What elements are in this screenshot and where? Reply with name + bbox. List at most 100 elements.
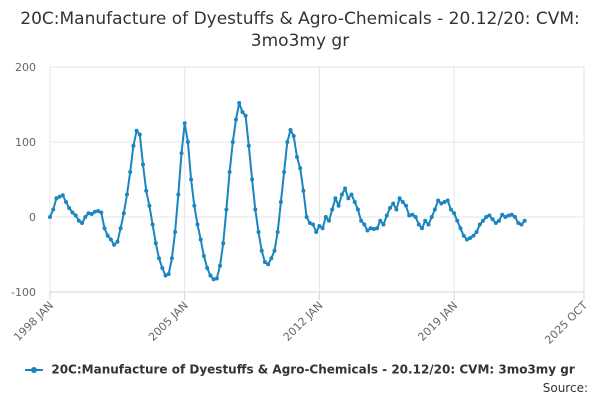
data-point[interactable] [92,209,97,214]
data-point[interactable] [420,226,424,231]
data-point[interactable] [285,140,290,144]
data-point[interactable] [169,256,174,261]
data-point[interactable] [426,222,431,227]
data-point[interactable] [436,198,441,203]
source-label[interactable]: Source: [542,381,588,395]
data-point[interactable] [99,210,104,215]
data-point[interactable] [182,121,187,126]
data-point[interactable] [141,162,145,167]
data-point[interactable] [439,201,444,206]
data-point[interactable] [333,196,338,201]
data-point[interactable] [163,273,168,278]
data-point[interactable] [522,218,527,223]
data-point[interactable] [227,170,232,174]
data-point[interactable] [474,230,479,234]
data-point[interactable] [423,218,428,223]
data-point[interactable] [266,262,271,267]
data-point[interactable] [513,215,517,219]
data-point[interactable] [375,226,380,231]
data-point[interactable] [471,233,476,238]
data-point[interactable] [464,237,469,242]
data-point[interactable] [54,196,59,201]
data-point[interactable] [432,207,437,212]
data-point[interactable] [121,211,126,216]
data-point[interactable] [388,206,392,210]
data-point[interactable] [384,213,389,218]
data-point[interactable] [214,276,219,281]
data-point[interactable] [343,186,348,191]
data-point[interactable] [320,226,325,231]
data-point[interactable] [240,110,245,114]
data-point[interactable] [51,207,56,212]
data-point[interactable] [468,236,473,240]
data-point[interactable] [150,222,155,227]
data-point[interactable] [381,222,386,227]
data-point[interactable] [355,207,360,212]
data-point[interactable] [86,211,91,216]
data-point[interactable] [484,215,489,219]
data-point[interactable] [256,230,261,234]
data-point[interactable] [519,222,524,227]
data-point[interactable] [48,215,52,219]
data-point[interactable] [323,215,328,219]
data-point[interactable] [503,215,508,219]
data-point[interactable] [198,237,203,242]
data-point[interactable] [60,193,65,198]
data-point[interactable] [516,221,521,225]
data-point[interactable] [452,211,457,216]
data-point[interactable] [288,128,293,132]
data-point[interactable] [365,228,370,233]
data-point[interactable] [404,203,408,208]
data-point[interactable] [500,212,505,217]
data-point[interactable] [105,233,110,238]
data-point[interactable] [201,254,206,258]
data-point[interactable] [272,248,277,253]
data-point[interactable] [253,207,258,212]
data-point[interactable] [185,140,190,144]
data-point[interactable] [125,192,129,197]
data-point[interactable] [208,273,213,278]
data-point[interactable] [147,203,152,208]
data-point[interactable] [246,143,251,148]
data-point[interactable] [397,196,402,201]
data-point[interactable] [497,218,501,223]
data-point[interactable] [493,221,498,225]
data-point[interactable] [128,170,133,174]
data-point[interactable] [416,222,421,227]
data-point[interactable] [327,218,331,223]
data-point[interactable] [108,237,113,242]
data-point[interactable] [410,212,415,217]
data-point[interactable] [131,143,136,148]
data-point[interactable] [205,266,210,270]
data-point[interactable] [250,177,255,182]
data-point[interactable] [89,212,94,216]
data-point[interactable] [349,192,354,197]
data-point[interactable] [57,194,62,199]
data-point[interactable] [295,155,299,159]
data-point[interactable] [67,206,72,210]
data-point[interactable] [307,221,312,225]
data-point[interactable] [429,215,434,219]
data-point[interactable] [80,221,85,225]
data-point[interactable] [70,210,75,215]
data-point[interactable] [221,241,226,246]
data-point[interactable] [275,230,280,234]
data-point[interactable] [448,207,453,212]
data-point[interactable] [481,218,485,223]
data-point[interactable] [371,227,376,231]
data-point[interactable] [243,113,248,118]
data-point[interactable] [458,226,463,231]
data-point[interactable] [166,272,171,276]
data-point[interactable] [400,200,405,204]
data-point[interactable] [442,200,447,204]
data-point[interactable] [73,213,78,218]
data-point[interactable] [153,241,158,246]
data-point[interactable] [304,215,309,219]
data-point[interactable] [339,192,344,197]
data-point[interactable] [102,226,107,231]
data-point[interactable] [234,117,238,122]
data-point[interactable] [477,222,482,227]
data-point[interactable] [506,213,511,218]
data-point[interactable] [487,213,492,218]
data-point[interactable] [317,224,322,228]
